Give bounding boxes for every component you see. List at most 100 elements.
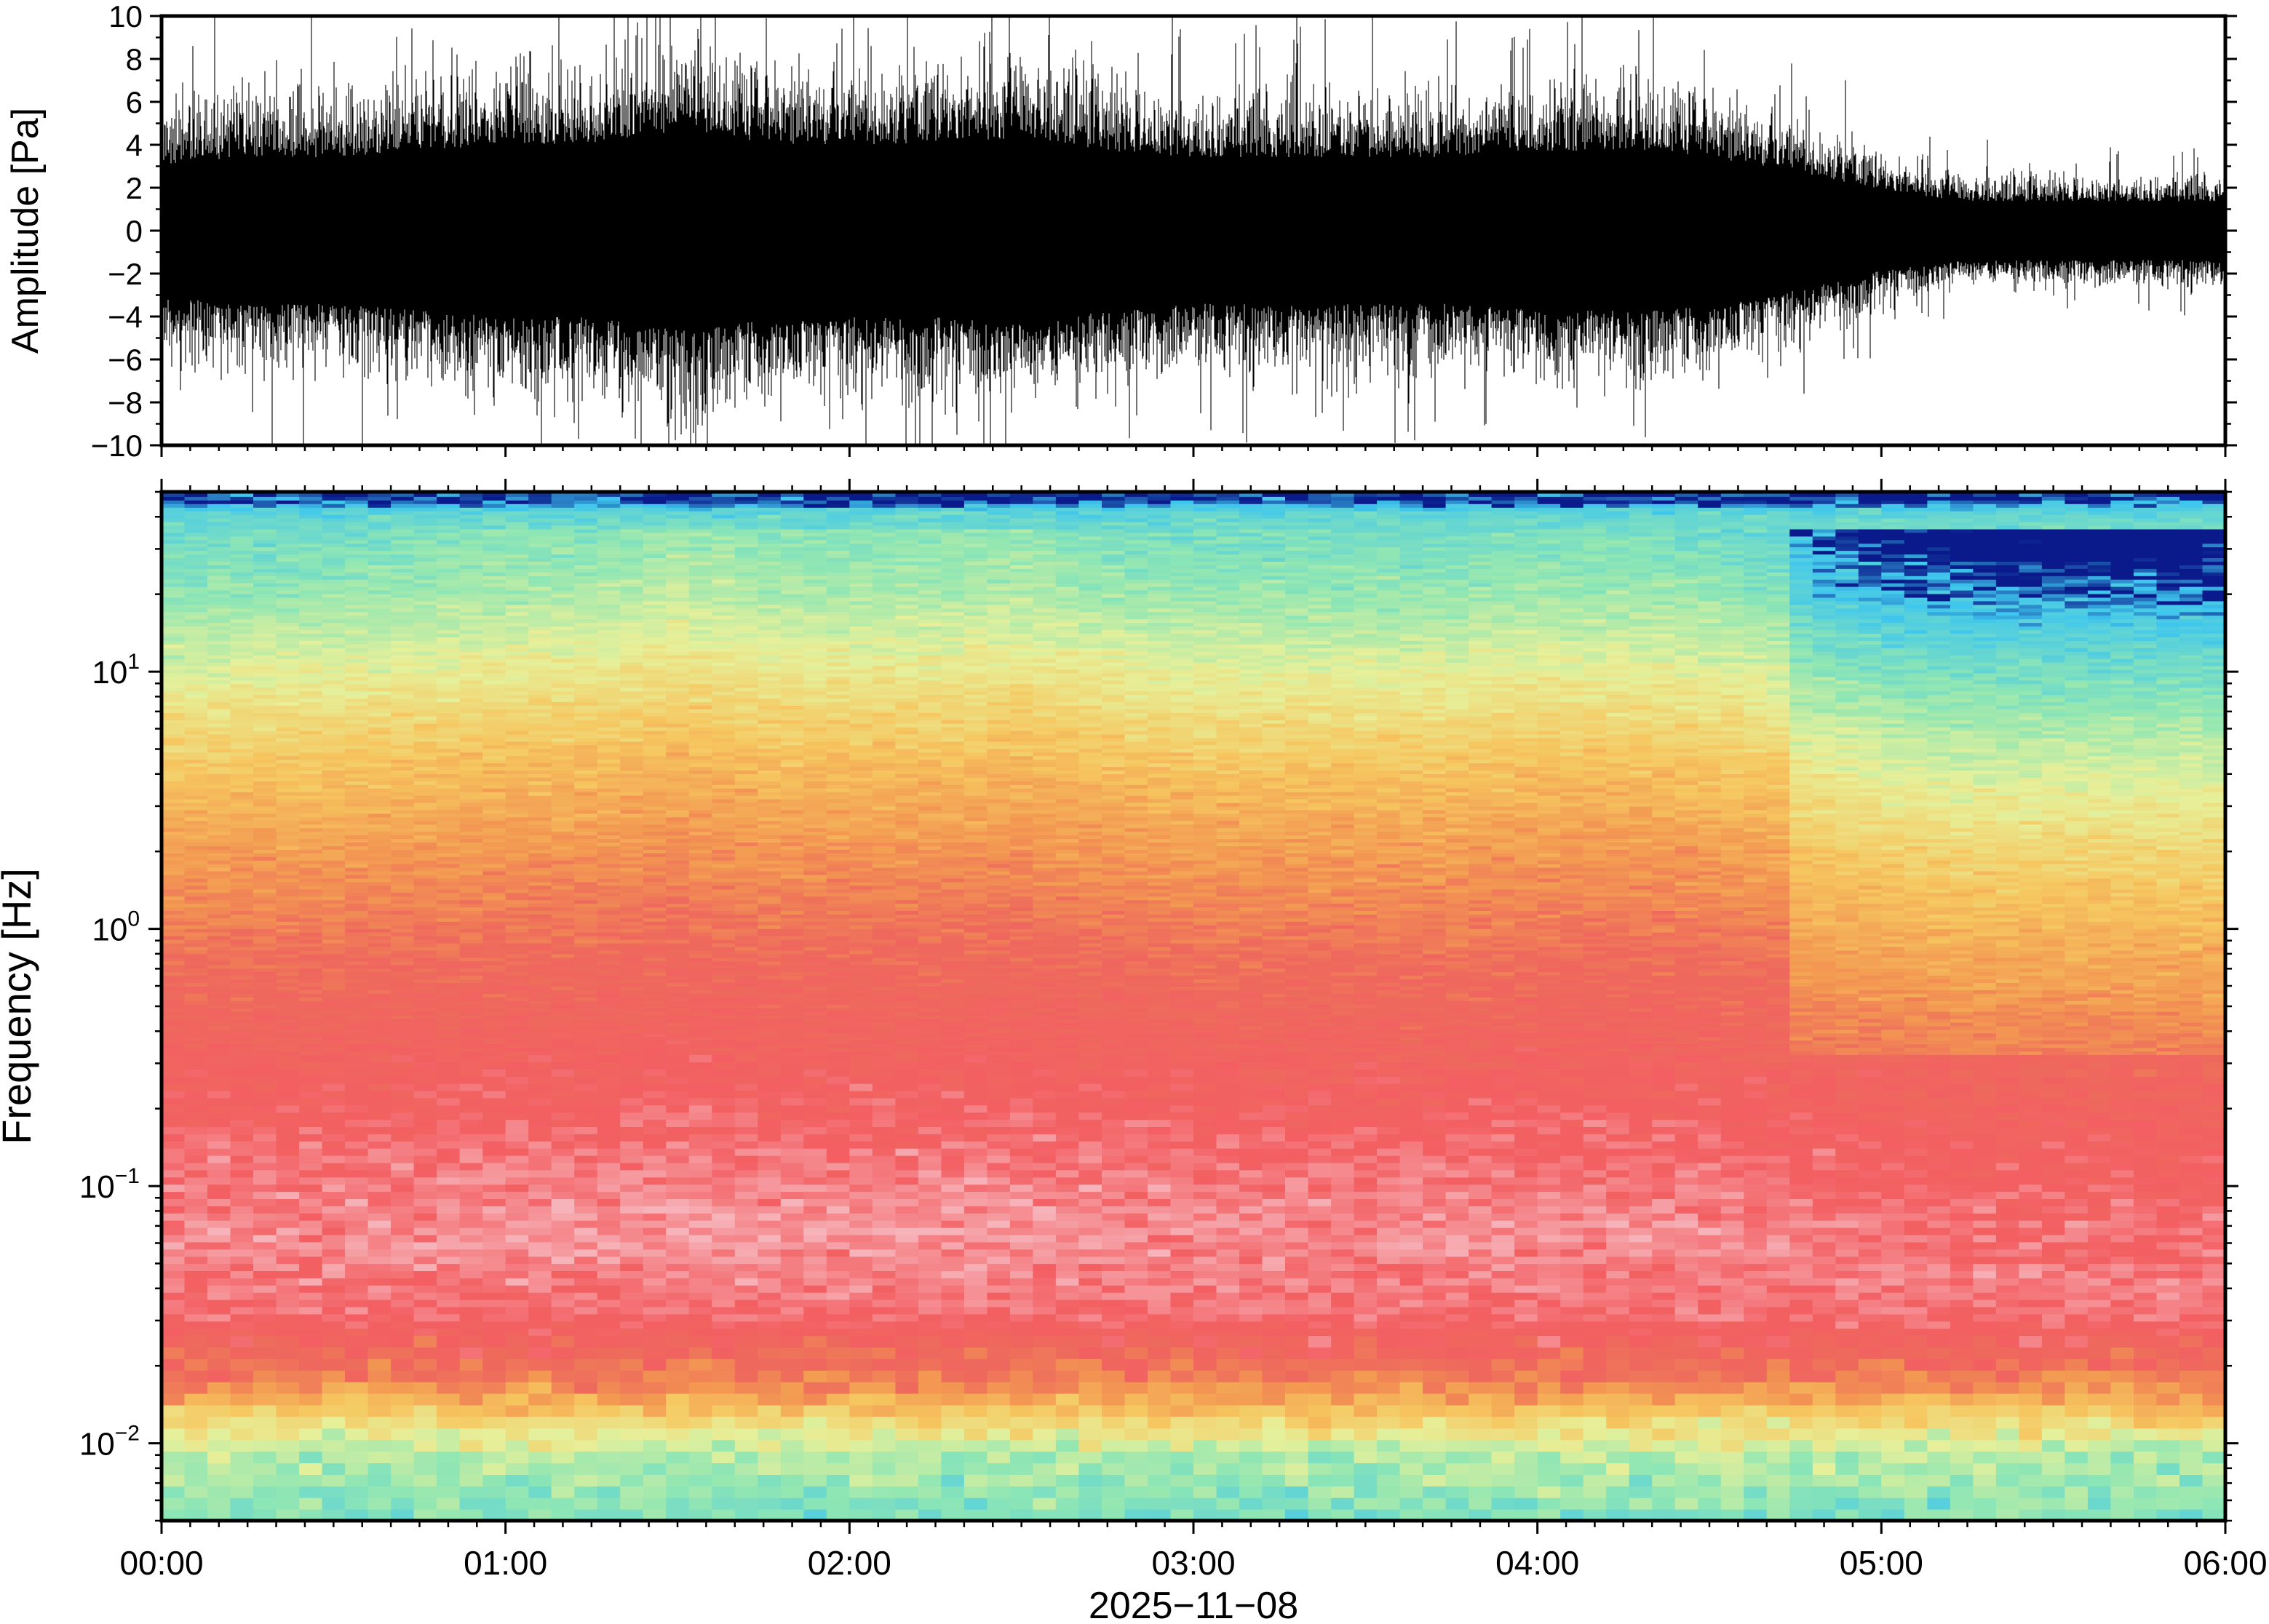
spectrogram-cell [620, 888, 644, 893]
spectrogram-cell [551, 849, 575, 853]
spectrogram-cell [597, 1155, 621, 1163]
spectrogram-cell [643, 525, 667, 530]
spectrogram-cell [207, 1015, 231, 1019]
spectrogram-cell [162, 554, 186, 558]
spectrogram-cell [505, 899, 529, 904]
spectrogram-cell [253, 572, 277, 576]
spectrogram-cell [207, 853, 231, 857]
spectrogram-cell [253, 1227, 277, 1235]
spectrogram-cell [505, 960, 529, 966]
spectrogram-cell [551, 676, 575, 681]
spectrogram-cell [666, 1076, 690, 1084]
spectrogram-cell [437, 511, 461, 515]
spectrogram-cell [528, 744, 552, 749]
spectrogram-cell [597, 803, 621, 807]
spectrogram-cell [459, 1347, 483, 1359]
spectrogram-cell [322, 1097, 346, 1106]
spectrogram-cell [276, 622, 300, 627]
spectrogram-cell [528, 496, 552, 501]
spectrogram-cell [437, 960, 461, 966]
spectrogram-cell [574, 705, 598, 709]
spectrogram-cell [643, 1249, 667, 1257]
spectrogram-cell [643, 1025, 667, 1030]
spectrogram-cell [413, 493, 437, 497]
spectrogram-cell [367, 856, 392, 861]
spectrogram-cell [391, 583, 415, 587]
spectrogram-cell [253, 539, 277, 544]
spectrogram-cell [666, 1177, 690, 1185]
spectrogram-cell [574, 997, 598, 1001]
spectrogram-cell [597, 953, 621, 958]
spectrogram-cell [162, 964, 186, 969]
spectrogram-cell [620, 1015, 644, 1019]
spectrogram-cell [505, 1043, 529, 1048]
spectrogram-cell [459, 1134, 483, 1142]
spectrogram-cell [299, 629, 323, 634]
spectrogram-cell [597, 903, 621, 908]
spectrogram-cell [437, 1184, 461, 1193]
spectrogram-cell [367, 759, 392, 764]
spectrogram-cell [459, 1198, 483, 1206]
spectrogram-cell [482, 1083, 506, 1091]
spectrogram-cell [253, 644, 277, 648]
spectrogram-cell [276, 1177, 300, 1185]
spectrogram-cell [345, 1486, 369, 1498]
spectrogram-cell [620, 648, 644, 652]
spectrogram-cell [574, 1370, 598, 1382]
spectrogram-cell [299, 1285, 323, 1293]
spectrogram-cell [551, 611, 575, 616]
spectrogram-cell [666, 640, 690, 645]
waveform-y-axis-label: Amplitude [Pa] [4, 108, 47, 354]
spectrogram-cell [230, 622, 254, 627]
spectrogram-cell [528, 1321, 552, 1329]
spectrogram-cell [230, 687, 254, 692]
spectrogram-cell [528, 554, 552, 558]
spectrogram-cell [643, 1206, 667, 1214]
spectrogram-cell [482, 770, 506, 774]
spectrogram-cell [437, 1206, 461, 1214]
spectrogram-cell [207, 1234, 231, 1243]
spectrogram-cell [459, 986, 483, 990]
spectrogram-cell [413, 892, 437, 897]
spectrogram-cell [162, 640, 186, 645]
spectrogram-cell [322, 1011, 346, 1016]
spectrogram-cell [299, 990, 323, 994]
spectrogram-cell [391, 979, 415, 983]
spectrogram-cell [299, 1141, 323, 1149]
spectrogram-cell [551, 1177, 575, 1185]
spectrogram-cell [391, 1047, 415, 1052]
spectrogram-cell [253, 803, 277, 807]
spectrogram-cell [482, 532, 506, 537]
spectrogram-cell [413, 806, 437, 811]
spectrogram-cell [391, 1000, 415, 1005]
spectrogram-cell [482, 1213, 506, 1221]
spectrogram-cell [276, 759, 300, 764]
spectrogram-cell [413, 1177, 437, 1185]
spectrogram-cell [207, 770, 231, 774]
spectrogram-cell [459, 842, 483, 846]
spectrogram-cell [322, 594, 346, 598]
spectrogram-cell [643, 507, 667, 512]
spectrogram-cell [437, 622, 461, 627]
spectrogram-cell [620, 1090, 644, 1099]
spectrogram-cell [505, 1241, 529, 1250]
spectrogram-cell [230, 672, 254, 677]
spectrogram-cell [162, 1497, 186, 1510]
spectrogram-cell [643, 1148, 667, 1156]
spectrogram-cell [482, 1015, 506, 1019]
spectrogram-cell [574, 525, 598, 530]
spectrogram-cell [276, 1249, 300, 1257]
spectrogram-cell [528, 507, 552, 512]
spectrogram-cell [367, 1497, 392, 1510]
spectrogram-cell [551, 744, 575, 749]
spectrogram-cell [620, 604, 644, 609]
spectrogram-cell [184, 1278, 208, 1286]
spectrogram-cell [299, 881, 323, 886]
spectrogram-cell [391, 507, 415, 512]
spectrogram-cell [253, 744, 277, 749]
spectrogram-cell [437, 597, 461, 602]
spectrogram-cell [322, 1256, 346, 1265]
spectrogram-cell [276, 1497, 300, 1510]
spectrogram-cell [597, 849, 621, 853]
spectrogram-cell [620, 968, 644, 973]
